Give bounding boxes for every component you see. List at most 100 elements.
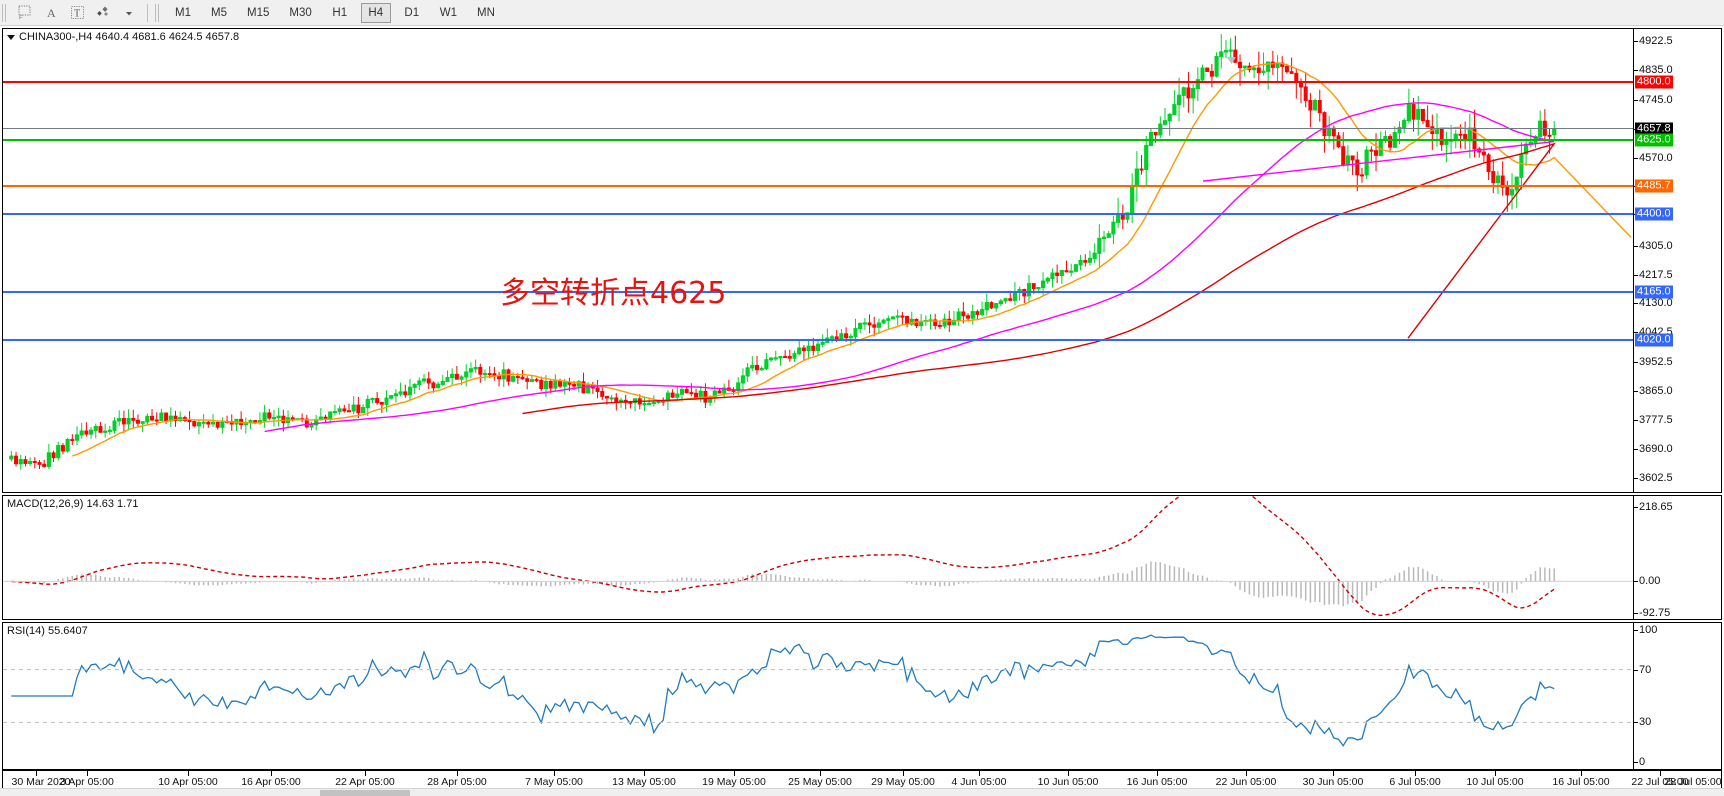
- price-level-line[interactable]: [3, 338, 1633, 341]
- price-tickmark: [1634, 420, 1638, 422]
- price-level-line[interactable]: [3, 80, 1633, 83]
- text-label-icon[interactable]: A: [38, 2, 64, 24]
- time-axis-label: 13 May 05:00: [612, 776, 676, 788]
- price-tickmark: [1634, 449, 1638, 450]
- level-tag-4400[interactable]: 4400.0: [1635, 207, 1673, 221]
- price-level-line[interactable]: [3, 213, 1633, 216]
- rsi-label: RSI(14) 55.6407: [7, 625, 88, 637]
- time-axis-label: 28 Apr 05:00: [427, 776, 487, 788]
- price-tickmark: [1634, 157, 1638, 159]
- price-tickmark: [1634, 274, 1638, 276]
- collapse-arrow-icon[interactable]: [7, 34, 15, 40]
- price-scale[interactable]: 4922.54835.04745.04657.54570.04485.04400…: [1633, 29, 1721, 492]
- time-axis-tickmark: [554, 771, 555, 776]
- macd-pane[interactable]: MACD(12,26,9) 14.63 1.71 218.65 0.00 -92.7…: [2, 495, 1722, 620]
- time-axis-tickmark: [644, 771, 645, 776]
- svg-text:F: F: [19, 16, 23, 21]
- time-axis-label: 25 May 05:00: [788, 776, 852, 788]
- price-tick-label: 3865.0: [1639, 385, 1673, 398]
- timeframe-d1[interactable]: D1: [404, 6, 420, 19]
- time-axis-label: 3 Apr 05:00: [60, 776, 114, 788]
- timeframe-h4[interactable]: H4: [360, 2, 391, 23]
- rsi-plot[interactable]: [3, 623, 1635, 769]
- time-axis-label: 30 Jun 05:00: [1302, 776, 1364, 788]
- chart-area[interactable]: CHINA300-,H4 4640.4 4681.6 4624.5 4657.8…: [0, 26, 1724, 796]
- horizontal-scrollbar[interactable]: [0, 788, 1724, 796]
- price-tick-label: 4570.0: [1639, 151, 1673, 164]
- time-axis-label: 10 Apr 05:00: [158, 776, 218, 788]
- macd-canvas: [3, 496, 1635, 617]
- price-tick-label: 3952.5: [1639, 356, 1673, 369]
- time-axis-tickmark: [36, 771, 37, 776]
- time-axis-label: 10 Jul 05:00: [1466, 776, 1524, 788]
- level-tag-4165[interactable]: 4165.0: [1635, 285, 1673, 299]
- crosshair-marker-icon: [1227, 57, 1236, 64]
- time-axis-label: 28 Jul 05:00: [1664, 776, 1722, 788]
- rsi-tickmark: [1634, 669, 1638, 671]
- macd-label: MACD(12,26,9) 14.63 1.71: [7, 498, 139, 510]
- time-axis-tickmark: [1333, 771, 1334, 776]
- level-tag-4800[interactable]: 4800.0: [1635, 75, 1673, 89]
- price-level-line[interactable]: [3, 127, 1633, 129]
- time-axis-tickmark: [1581, 771, 1582, 776]
- macd-tickmark: [1634, 613, 1638, 615]
- svg-text:T: T: [74, 9, 80, 20]
- rsi-tick-label: 0: [1639, 756, 1646, 768]
- toolbar-grip[interactable]: [2, 3, 8, 22]
- macd-tickmark: [1634, 581, 1638, 583]
- price-tickmark: [1634, 245, 1638, 247]
- price-tickmark: [1634, 362, 1638, 364]
- time-axis-label: 22 Jul 05:00: [1631, 776, 1689, 788]
- toolbar-divider: [147, 3, 148, 22]
- price-level-line[interactable]: [3, 290, 1633, 293]
- time-axis-label: 16 Jul 05:00: [1552, 776, 1610, 788]
- price-level-line[interactable]: [3, 138, 1633, 141]
- level-tag-4625[interactable]: 4625.0: [1635, 133, 1673, 147]
- price-tick-label: 4217.5: [1639, 268, 1673, 281]
- time-axis-label: 22 Jun 05:00: [1215, 776, 1277, 788]
- time-axis-tickmark: [1495, 771, 1496, 776]
- scrollbar-thumb[interactable]: [320, 790, 410, 796]
- level-tag-4020[interactable]: 4020.0: [1635, 333, 1673, 347]
- macd-plot[interactable]: [3, 496, 1635, 619]
- time-axis-label: 4 Jun 05:00: [951, 776, 1007, 788]
- price-tick-label: 4745.0: [1639, 94, 1673, 107]
- timeframe-m15[interactable]: M15: [247, 6, 270, 19]
- timeframe-m30[interactable]: M30: [289, 6, 312, 19]
- shapes-icon[interactable]: [90, 2, 116, 24]
- symbol-ohlc-label: CHINA300-,H4 4640.4 4681.6 4624.5 4657.8: [19, 31, 240, 43]
- time-axis-tickmark: [271, 771, 272, 776]
- rsi-tickmark: [1634, 722, 1638, 724]
- chart-annotation-text: 多空转折点4625: [500, 276, 727, 311]
- time-axis-label: 6 Jul 05:00: [1389, 776, 1441, 788]
- time-axis-label: 29 May 05:00: [871, 776, 935, 788]
- timeframe-mn[interactable]: MN: [477, 6, 495, 19]
- time-axis-tickmark: [734, 771, 735, 776]
- crosshair-icon[interactable]: F: [12, 2, 38, 24]
- price-level-line[interactable]: [3, 184, 1633, 187]
- price-pane[interactable]: CHINA300-,H4 4640.4 4681.6 4624.5 4657.8…: [2, 28, 1722, 493]
- timeframe-grip[interactable]: [155, 3, 161, 22]
- text-box-icon[interactable]: T: [64, 2, 90, 24]
- current-price-tag[interactable]: 4657.8: [1635, 122, 1673, 136]
- timeframe-h1[interactable]: H1: [332, 6, 348, 19]
- price-tickmark: [1634, 303, 1638, 305]
- price-plot[interactable]: [3, 29, 1633, 492]
- time-axis-label: 22 Apr 05:00: [335, 776, 395, 788]
- rsi-scale[interactable]: 100 70 30 0: [1633, 623, 1721, 769]
- candlestick-canvas: [9, 34, 1632, 470]
- svg-text:A: A: [47, 6, 56, 20]
- chevron-down-icon[interactable]: [116, 2, 142, 24]
- price-tick-label: 3690.0: [1639, 443, 1673, 455]
- rsi-pane[interactable]: RSI(14) 55.6407 100 70 30 0: [2, 622, 1722, 770]
- rsi-tickmark: [1634, 630, 1638, 631]
- timeframe-w1[interactable]: W1: [439, 6, 457, 19]
- price-tick-label: 4305.0: [1639, 239, 1673, 252]
- rsi-tickmark: [1634, 762, 1638, 763]
- level-tag-4485[interactable]: 4485.7: [1635, 179, 1673, 193]
- macd-scale[interactable]: 218.65 0.00 -92.75: [1633, 496, 1721, 619]
- timeframe-m1[interactable]: M1: [175, 6, 191, 19]
- timeframe-m5[interactable]: M5: [211, 6, 227, 19]
- macd-tick-label: 0.00: [1639, 575, 1661, 588]
